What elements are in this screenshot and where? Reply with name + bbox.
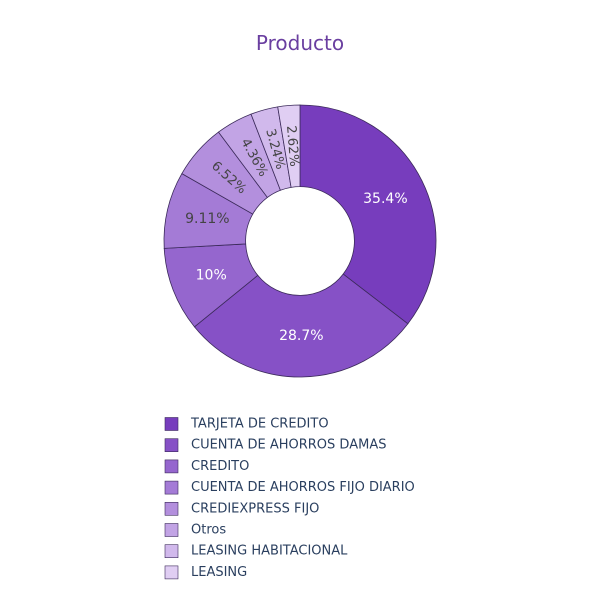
donut-slices <box>163 104 437 378</box>
legend-item-0[interactable]: TARJETA DE CREDITO <box>164 417 329 432</box>
legend-item-1[interactable]: CUENTA DE AHORROS DAMAS <box>164 438 386 453</box>
legend-label-6: LEASING HABITACIONAL <box>191 544 348 559</box>
legend: TARJETA DE CREDITO CUENTA DE AHORROS DAMA… <box>164 417 415 580</box>
legend-item-7[interactable]: LEASING <box>164 565 247 580</box>
slice-label-1: 28.7% <box>279 328 323 344</box>
legend-item-2[interactable]: CREDITO <box>164 459 249 474</box>
legend-label-3: CUENTA DE AHORROS FIJO DIARIO <box>191 480 415 495</box>
slice-label-7: 2.62% <box>283 125 301 167</box>
legend-item-3[interactable]: CUENTA DE AHORROS FIJO DIARIO <box>164 480 415 495</box>
slice-label-3: 9.11% <box>185 211 229 227</box>
legend-label-5: Otros <box>191 523 226 538</box>
legend-swatch-0 <box>164 417 179 431</box>
chart-title: Producto <box>256 31 344 55</box>
legend-label-1: CUENTA DE AHORROS DAMAS <box>191 438 386 453</box>
slice-label-2: 10% <box>196 267 227 283</box>
legend-item-4[interactable]: CREDIEXPRESS FIJO <box>164 501 319 516</box>
legend-swatch-2 <box>164 459 179 474</box>
legend-label-0: TARJETA DE CREDITO <box>190 417 329 432</box>
slice-1[interactable] <box>193 273 409 378</box>
slice-0[interactable] <box>299 104 437 325</box>
legend-label-4: CREDIEXPRESS FIJO <box>191 501 319 516</box>
legend-swatch-3 <box>164 480 179 495</box>
legend-swatch-6 <box>164 544 179 559</box>
legend-swatch-1 <box>164 438 179 453</box>
legend-label-7: LEASING <box>191 565 247 580</box>
slice-label-0: 35.4% <box>363 191 407 207</box>
slice-7[interactable] <box>277 104 301 188</box>
legend-item-6[interactable]: LEASING HABITACIONAL <box>164 544 348 559</box>
legend-label-2: CREDITO <box>191 459 249 474</box>
legend-swatch-4 <box>164 501 179 516</box>
legend-item-5[interactable]: Otros <box>164 523 226 538</box>
legend-swatch-5 <box>164 523 179 537</box>
legend-swatch-7 <box>164 565 179 580</box>
